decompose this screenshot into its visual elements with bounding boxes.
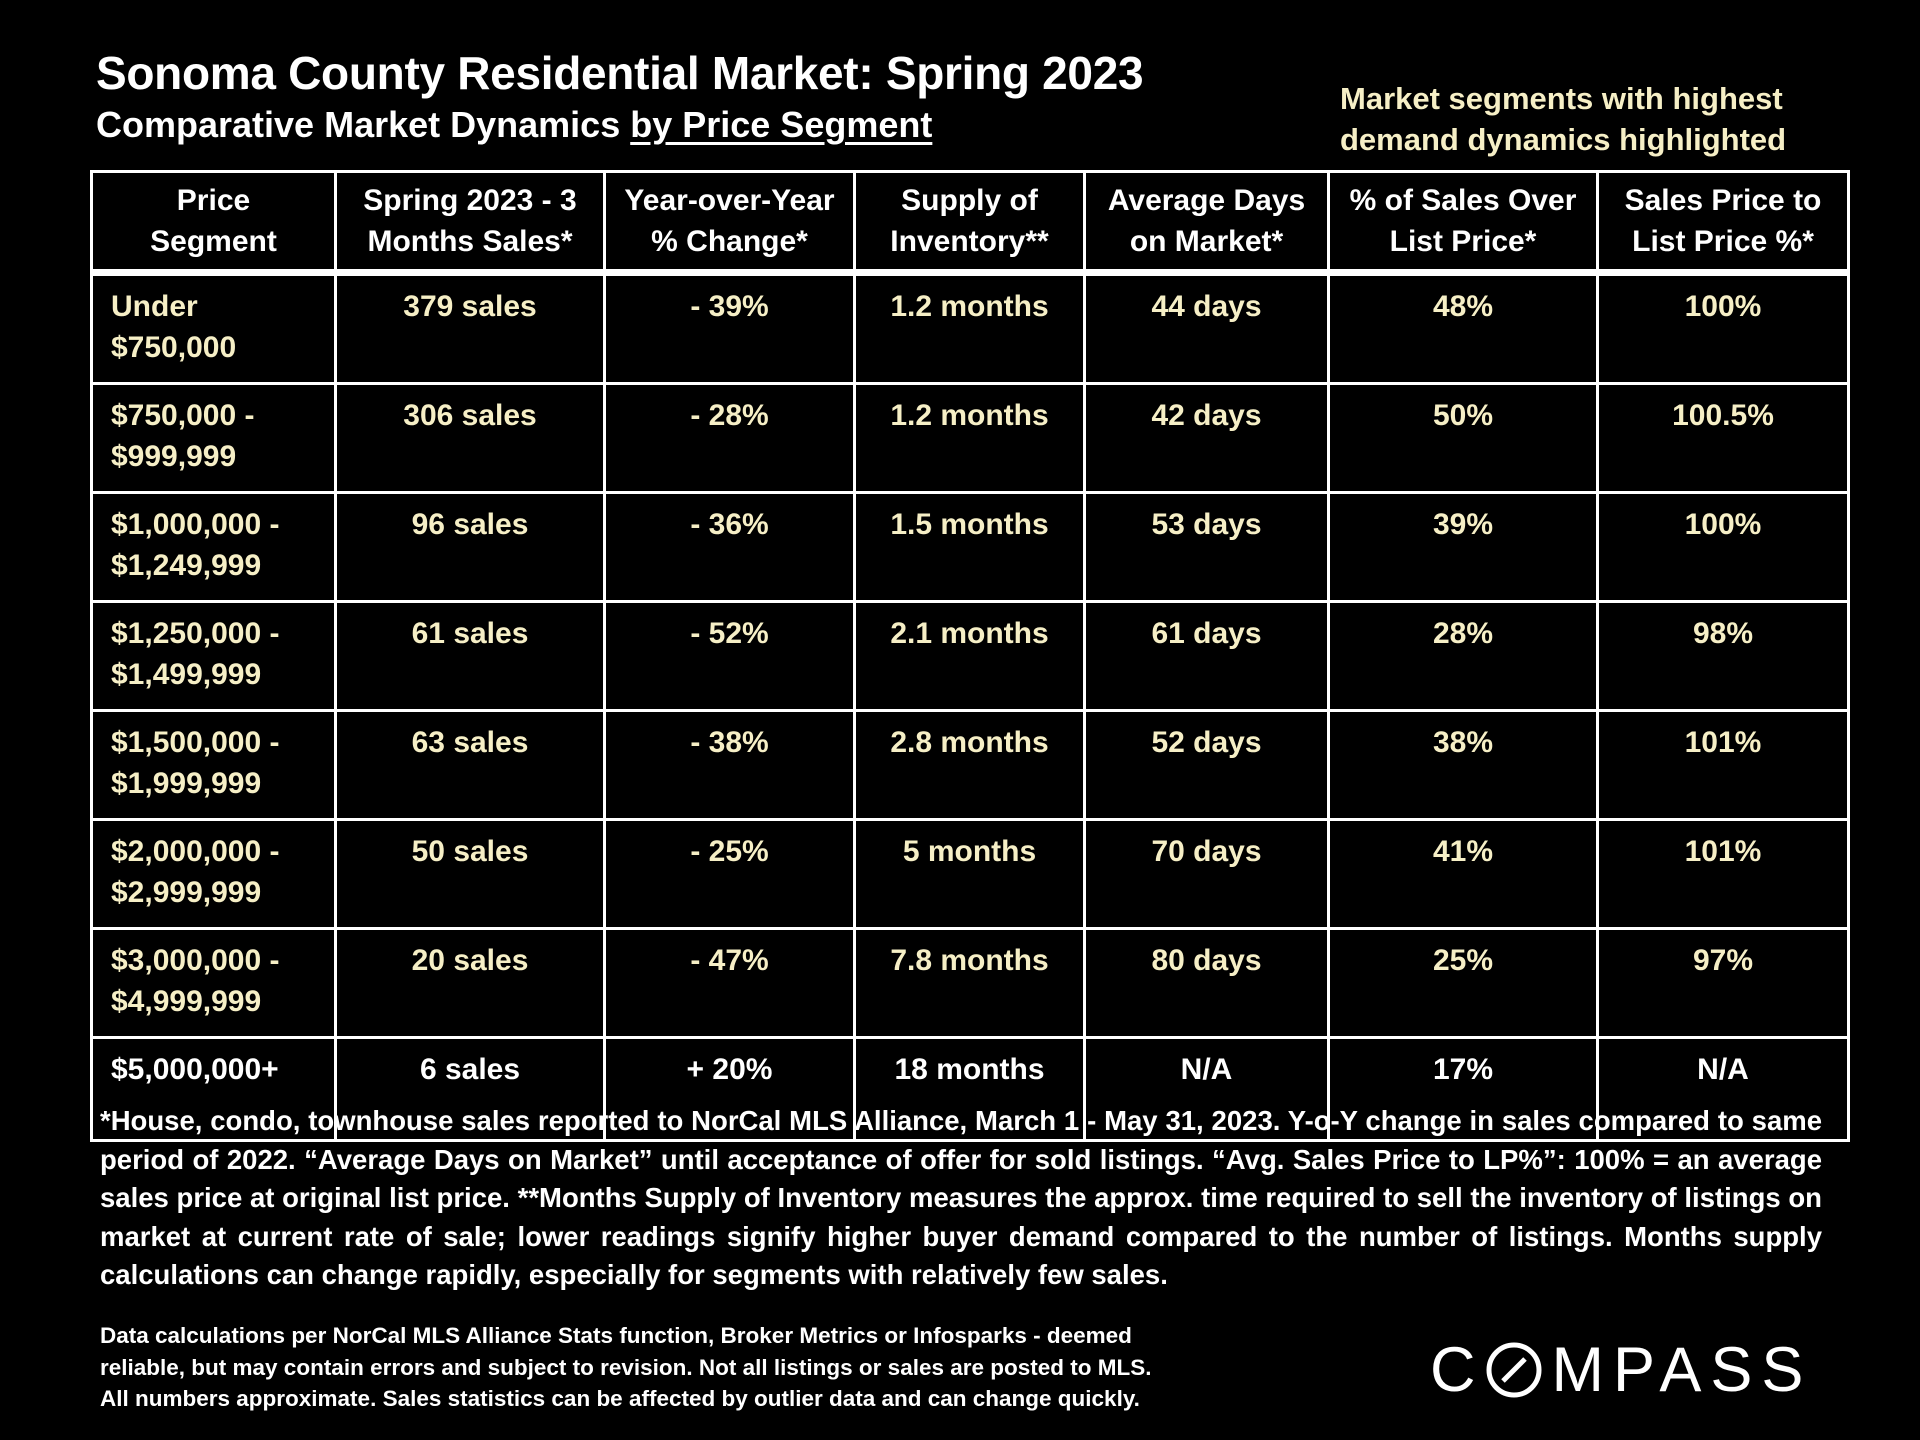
table-row: $750,000 - $999,999 306 sales - 28% 1.2 m… [90,382,1850,494]
cell-sales: 379 sales [334,271,606,385]
cell-yoy: - 28% [603,382,856,494]
cell-over-list: 50% [1327,382,1599,494]
cell-sales: 50 sales [334,818,606,930]
cell-days: 70 days [1083,818,1330,930]
cell-supply: 1.2 months [853,382,1086,494]
cell-sp-lp: 100% [1596,271,1850,385]
cell-days: 53 days [1083,491,1330,603]
logo-o-icon [1486,1342,1541,1398]
cell-sp-lp: 97% [1596,927,1850,1039]
cell-yoy: - 52% [603,600,856,712]
cell-sales: 61 sales [334,600,606,712]
cell-supply: 2.8 months [853,709,1086,821]
cell-supply: 1.5 months [853,491,1086,603]
cell-yoy: - 38% [603,709,856,821]
cell-segment: $1,000,000 - $1,249,999 [90,491,337,603]
cell-segment: Under $750,000 [90,271,337,385]
table-row: $3,000,000 - $4,999,999 20 sales - 47% 7.… [90,927,1850,1039]
col-header-price-segment: Price Segment [90,170,337,276]
compass-logo: C MPASS [1430,1335,1812,1405]
page-title: Sonoma County Residential Market: Spring… [96,47,1144,99]
subtitle-prefix: Comparative Market Dynamics [96,104,631,145]
table-row: $2,000,000 - $2,999,999 50 sales - 25% 5 … [90,818,1850,930]
cell-yoy: - 36% [603,491,856,603]
logo-letter-c: C [1430,1335,1485,1405]
cell-supply: 5 months [853,818,1086,930]
col-header-sp-lp: Sales Price to List Price %* [1596,170,1850,276]
cell-sp-lp: N/A [1596,1036,1850,1142]
cell-sales: 20 sales [334,927,606,1039]
cell-segment: $1,250,000 - $1,499,999 [90,600,337,712]
disclaimer-line2: reliable, but may contain errors and sub… [100,1354,1152,1380]
cell-segment: $1,500,000 - $1,999,999 [90,709,337,821]
highlight-note: Market segments with highest demand dyna… [1340,78,1860,160]
table-row: Under $750,000 379 sales - 39% 1.2 months… [90,271,1850,385]
cell-yoy: - 39% [603,271,856,385]
cell-supply: 7.8 months [853,927,1086,1039]
cell-sp-lp: 100% [1596,491,1850,603]
col-header-days: Average Days on Market* [1083,170,1330,276]
cell-over-list: 25% [1327,927,1599,1039]
cell-sales: 63 sales [334,709,606,821]
footnote: *House, condo, townhouse sales reported … [100,1105,1822,1290]
table-row: $1,500,000 - $1,999,999 63 sales - 38% 2.… [90,709,1850,821]
cell-sales: 6 sales [334,1036,606,1142]
cell-segment: $2,000,000 - $2,999,999 [90,818,337,930]
cell-sp-lp: 100.5% [1596,382,1850,494]
table-row: $1,000,000 - $1,249,999 96 sales - 36% 1.… [90,491,1850,603]
cell-over-list: 48% [1327,271,1599,385]
cell-supply: 2.1 months [853,600,1086,712]
cell-sp-lp: 98% [1596,600,1850,712]
cell-over-list: 41% [1327,818,1599,930]
page-subtitle: Comparative Market Dynamics by Price Seg… [96,104,932,146]
disclaimer-line3: All numbers approximate. Sales statistic… [100,1386,1140,1411]
cell-over-list: 39% [1327,491,1599,603]
cell-days: 80 days [1083,927,1330,1039]
col-header-over-list: % of Sales Over List Price* [1327,170,1599,276]
cell-sales: 96 sales [334,491,606,603]
cell-yoy: - 25% [603,818,856,930]
subtitle-underlined: by Price Segment [630,104,933,145]
col-header-yoy: Year-over-Year% Change* [603,170,856,276]
cell-supply: 18 months [853,1036,1086,1142]
cell-segment: $5,000,000+ [90,1036,337,1142]
disclaimer: Data calculations per NorCal MLS Allianc… [100,1320,1230,1415]
highlight-note-line1: Market segments with highest [1340,81,1783,116]
cell-over-list: 28% [1327,600,1599,712]
cell-yoy: - 47% [603,927,856,1039]
col-header-sales: Spring 2023 - 3 Months Sales* [334,170,606,276]
cell-days: 44 days [1083,271,1330,385]
col-header-supply: Supply of Inventory** [853,170,1086,276]
table-row: $5,000,000+ 6 sales + 20% 18 months N/A … [90,1036,1850,1142]
cell-sp-lp: 101% [1596,818,1850,930]
cell-yoy: + 20% [603,1036,856,1142]
cell-over-list: 17% [1327,1036,1599,1142]
cell-over-list: 38% [1327,709,1599,821]
table-row: $1,250,000 - $1,499,999 61 sales - 52% 2.… [90,600,1850,712]
disclaimer-line1: Data calculations per NorCal MLS Allianc… [100,1323,1132,1348]
cell-segment: $750,000 - $999,999 [90,382,337,494]
logo-letters-rest: MPASS [1551,1335,1813,1405]
market-table: Price Segment Spring 2023 - 3 Months Sales… [90,170,1850,1142]
table-header-row: Price Segment Spring 2023 - 3 Months Sales… [90,170,1850,276]
highlight-note-line2: demand dynamics highlighted [1340,122,1787,157]
cell-days: 61 days [1083,600,1330,712]
cell-days: 52 days [1083,709,1330,821]
cell-sp-lp: 101% [1596,709,1850,821]
cell-sales: 306 sales [334,382,606,494]
cell-days: 42 days [1083,382,1330,494]
cell-supply: 1.2 months [853,271,1086,385]
cell-segment: $3,000,000 - $4,999,999 [90,927,337,1039]
cell-days: N/A [1083,1036,1330,1142]
